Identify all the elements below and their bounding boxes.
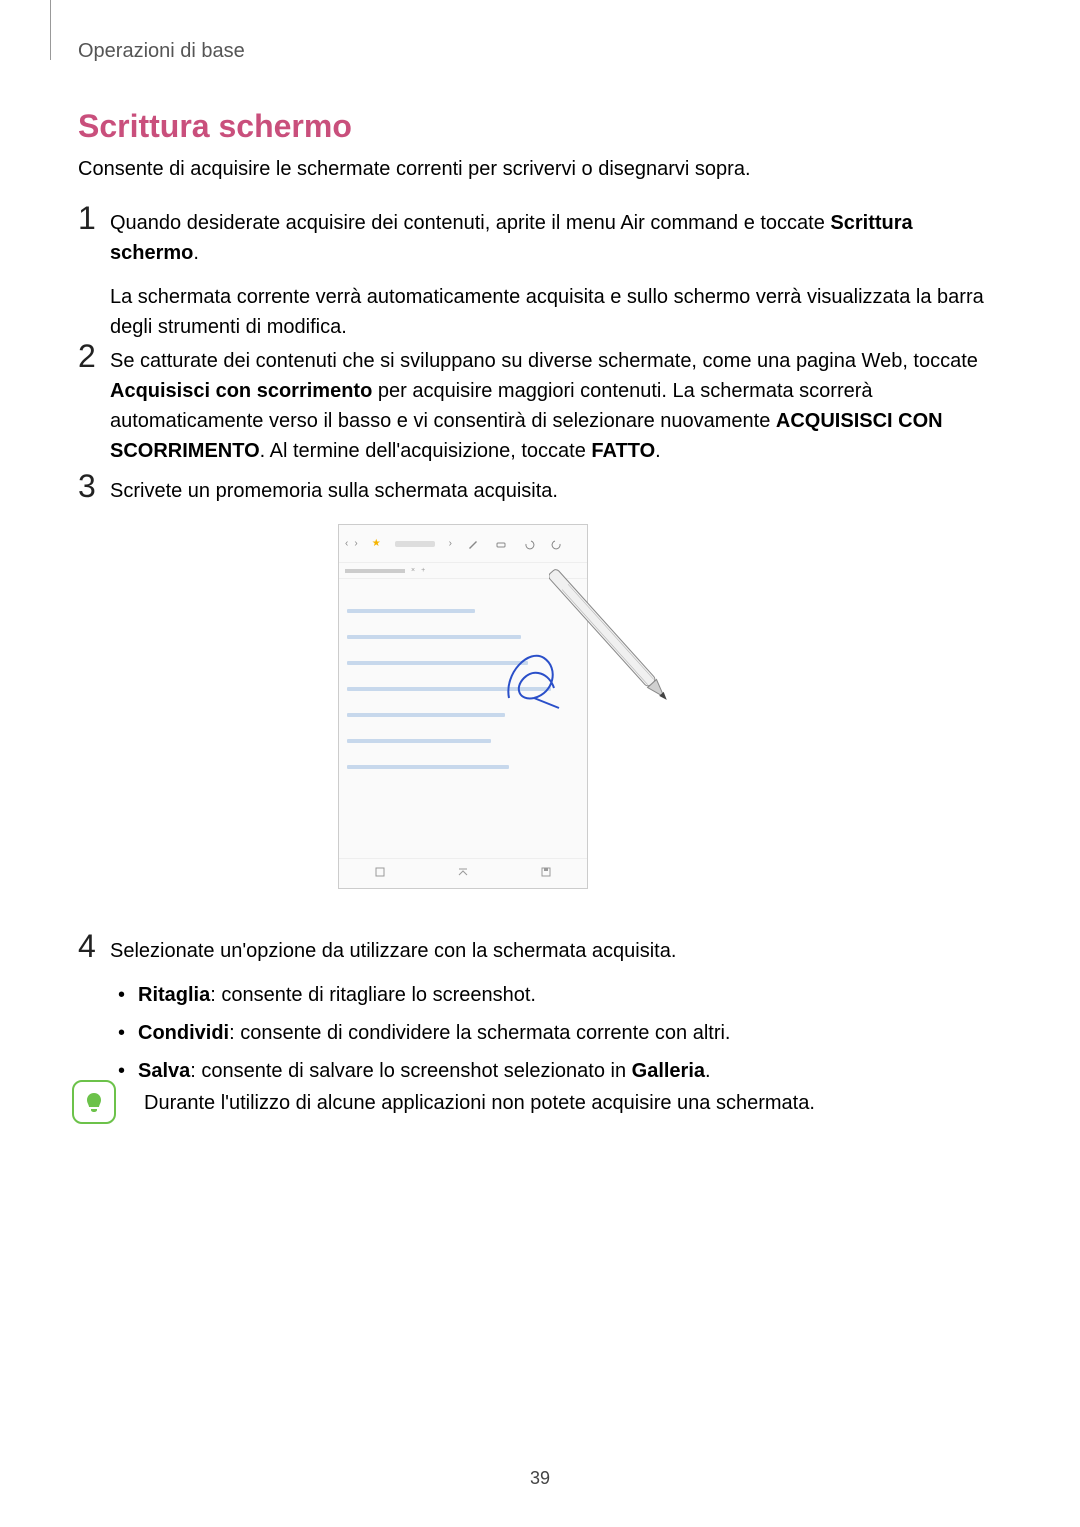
breadcrumb: Operazioni di base bbox=[78, 40, 245, 63]
step-1-p2: La schermata corrente verrà automaticame… bbox=[110, 282, 1002, 342]
note-row: Durante l'utilizzo di alcune applicazion… bbox=[72, 1080, 1002, 1124]
share-icon bbox=[456, 865, 470, 882]
bullet-1-label: Ritaglia bbox=[138, 984, 210, 1006]
page-number: 39 bbox=[0, 1468, 1080, 1489]
bullet-2-label: Condividi bbox=[138, 1022, 229, 1044]
star-icon: ★ bbox=[372, 538, 381, 549]
figure-bottom-bar bbox=[339, 858, 587, 888]
step-3-body: Scrivete un promemoria sulla schermata a… bbox=[110, 476, 1002, 520]
back-icon: ‹ bbox=[345, 538, 348, 549]
step-2-body: Se catturate dei contenuti che si svilup… bbox=[110, 346, 1002, 480]
figure-screenshot: ‹ › ★ › × + bbox=[338, 524, 588, 889]
section-title: Scrittura schermo bbox=[78, 108, 352, 145]
step-3-p1: Scrivete un promemoria sulla schermata a… bbox=[110, 476, 1002, 506]
bullet-condividi: Condividi: consente di condividere la sc… bbox=[138, 1018, 1002, 1048]
redo-icon bbox=[550, 537, 564, 551]
chevron-right-icon: › bbox=[449, 538, 452, 549]
step-2-b3: FATTO bbox=[591, 440, 655, 462]
step-2-p1: Se catturate dei contenuti che si svilup… bbox=[110, 346, 1002, 466]
address-bar bbox=[395, 541, 435, 547]
margin-rule bbox=[50, 0, 51, 60]
content-line bbox=[347, 609, 475, 613]
bullet-2-text: : consente di condividere la schermata c… bbox=[229, 1022, 730, 1044]
content-line bbox=[347, 635, 521, 639]
nav-arrows: ‹ › bbox=[345, 538, 358, 549]
undo-icon bbox=[522, 537, 536, 551]
step-number-2: 2 bbox=[78, 338, 96, 375]
step-1-p1-end: . bbox=[193, 242, 199, 264]
step-number-3: 3 bbox=[78, 468, 96, 505]
step-number-4: 4 bbox=[78, 928, 96, 965]
close-tab-icon: × bbox=[411, 567, 415, 574]
section-intro: Consente di acquisire le schermate corre… bbox=[78, 158, 751, 181]
step-2-t4: . bbox=[655, 440, 661, 462]
bullet-1-text: : consente di ritagliare lo screenshot. bbox=[210, 984, 536, 1006]
bullet-3-text: : consente di salvare lo screenshot sele… bbox=[190, 1060, 631, 1082]
forward-icon: › bbox=[354, 538, 357, 549]
pen-tool-icon bbox=[466, 537, 480, 551]
step-2-b1: Acquisisci con scorrimento bbox=[110, 380, 372, 402]
step-1-p1-text: Quando desiderate acquisire dei contenut… bbox=[110, 212, 830, 234]
step-1-p1: Quando desiderate acquisire dei contenut… bbox=[110, 208, 1002, 268]
bullet-3-end: . bbox=[705, 1060, 711, 1082]
save-icon bbox=[539, 865, 553, 882]
bullet-ritaglia: Ritaglia: consente di ritagliare lo scre… bbox=[138, 980, 1002, 1010]
step-4-bullets: Ritaglia: consente di ritagliare lo scre… bbox=[138, 980, 1002, 1086]
eraser-tool-icon bbox=[494, 537, 508, 551]
tab-indicator bbox=[345, 569, 405, 573]
stylus-illustration bbox=[549, 557, 709, 717]
step-4-p1: Selezionate un'opzione da utilizzare con… bbox=[110, 936, 1002, 966]
content-line bbox=[347, 739, 491, 743]
crop-icon bbox=[373, 865, 387, 882]
content-line bbox=[347, 765, 509, 769]
content-line bbox=[347, 713, 505, 717]
step-1-body: Quando desiderate acquisire dei contenut… bbox=[110, 208, 1002, 356]
step-2-t3: . Al termine dell'acquisizione, toccate bbox=[260, 440, 592, 462]
bullet-3-bold2: Galleria bbox=[632, 1060, 705, 1082]
bullet-3-label: Salva bbox=[138, 1060, 190, 1082]
step-2-t1: Se catturate dei contenuti che si svilup… bbox=[110, 350, 978, 372]
note-text: Durante l'utilizzo di alcune applicazion… bbox=[144, 1080, 815, 1118]
note-icon bbox=[72, 1080, 116, 1124]
add-tab-icon: + bbox=[421, 567, 425, 574]
step-number-1: 1 bbox=[78, 200, 96, 237]
step-4-body: Selezionate un'opzione da utilizzare con… bbox=[110, 936, 1002, 1094]
